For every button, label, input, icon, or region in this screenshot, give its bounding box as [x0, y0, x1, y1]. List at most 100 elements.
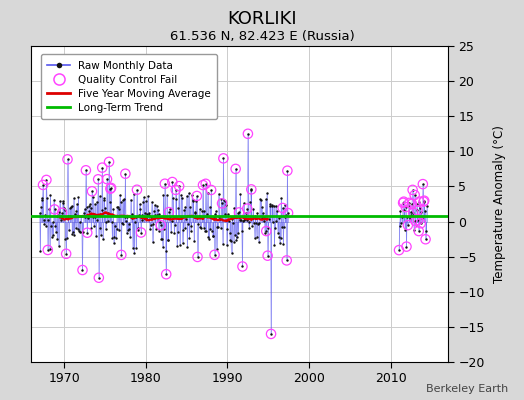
Point	[223, 242, 231, 248]
Point	[160, 226, 168, 232]
Point	[214, 224, 222, 230]
Point	[80, 210, 88, 216]
Point	[112, 235, 120, 242]
Point	[225, 218, 233, 224]
Point	[253, 234, 261, 240]
Point	[114, 206, 123, 212]
Point	[166, 214, 174, 220]
Point	[243, 205, 252, 212]
Point	[180, 224, 189, 231]
Point	[221, 198, 230, 204]
Point	[122, 218, 130, 224]
Point	[202, 228, 211, 234]
Point	[220, 197, 228, 204]
Point	[217, 196, 225, 202]
Point	[40, 221, 49, 228]
Point	[50, 197, 58, 203]
Point	[100, 197, 108, 204]
Point	[97, 232, 105, 238]
Point	[82, 167, 90, 174]
Point	[163, 192, 171, 198]
Point	[180, 207, 188, 213]
Point	[127, 196, 135, 203]
Point	[230, 204, 238, 211]
Point	[167, 229, 175, 236]
Point	[47, 223, 56, 230]
Point	[150, 208, 158, 214]
Point	[232, 166, 240, 172]
Point	[190, 238, 198, 244]
Point	[144, 212, 152, 219]
Point	[271, 225, 279, 231]
Point	[279, 240, 288, 247]
Point	[267, 331, 275, 337]
Point	[132, 214, 140, 220]
Point	[411, 218, 420, 224]
Point	[45, 205, 53, 212]
Point	[96, 225, 104, 232]
Point	[39, 182, 47, 188]
Point	[36, 210, 44, 216]
Point	[60, 205, 68, 211]
Point	[93, 217, 102, 223]
Point	[149, 221, 158, 227]
Point	[59, 198, 67, 204]
Point	[410, 192, 419, 198]
Point	[399, 200, 407, 206]
Text: 61.536 N, 82.423 E (Russia): 61.536 N, 82.423 E (Russia)	[170, 30, 354, 43]
Point	[164, 236, 172, 243]
Point	[396, 208, 405, 214]
Point	[251, 213, 259, 219]
Point	[236, 217, 244, 223]
Point	[405, 200, 413, 206]
Point	[266, 202, 274, 209]
Point	[419, 198, 428, 205]
Point	[66, 213, 74, 220]
Point	[227, 250, 236, 256]
Point	[168, 218, 176, 224]
Point	[181, 204, 190, 210]
Point	[46, 246, 54, 252]
Point	[50, 206, 59, 213]
Point	[136, 201, 144, 207]
Point	[89, 194, 97, 200]
Point	[116, 192, 124, 198]
Point	[147, 214, 156, 220]
Point	[243, 205, 252, 212]
Point	[272, 217, 281, 224]
Point	[248, 223, 256, 230]
Point	[252, 220, 260, 226]
Point	[402, 244, 411, 250]
Point	[182, 193, 191, 200]
Point	[86, 201, 94, 208]
Point	[117, 252, 125, 258]
Point	[237, 217, 245, 223]
Point	[78, 267, 86, 273]
Point	[413, 207, 422, 214]
Point	[246, 199, 254, 206]
Point	[145, 210, 154, 216]
Point	[99, 236, 107, 242]
Point	[213, 223, 222, 230]
Point	[234, 210, 242, 216]
Point	[421, 236, 430, 242]
Point	[236, 191, 245, 198]
Point	[278, 205, 287, 211]
Point	[118, 197, 127, 203]
Point	[233, 233, 241, 240]
Point	[414, 228, 423, 234]
Point	[250, 220, 258, 226]
Point	[168, 179, 177, 185]
Point	[77, 219, 85, 225]
Point	[85, 203, 93, 209]
Point	[172, 196, 181, 202]
Point	[143, 211, 151, 218]
Point	[208, 228, 216, 234]
Point	[175, 183, 183, 189]
Point	[178, 240, 187, 246]
Point	[139, 198, 147, 205]
Point	[109, 206, 117, 212]
Point	[73, 226, 82, 232]
Point	[130, 219, 139, 225]
Point	[250, 235, 259, 242]
